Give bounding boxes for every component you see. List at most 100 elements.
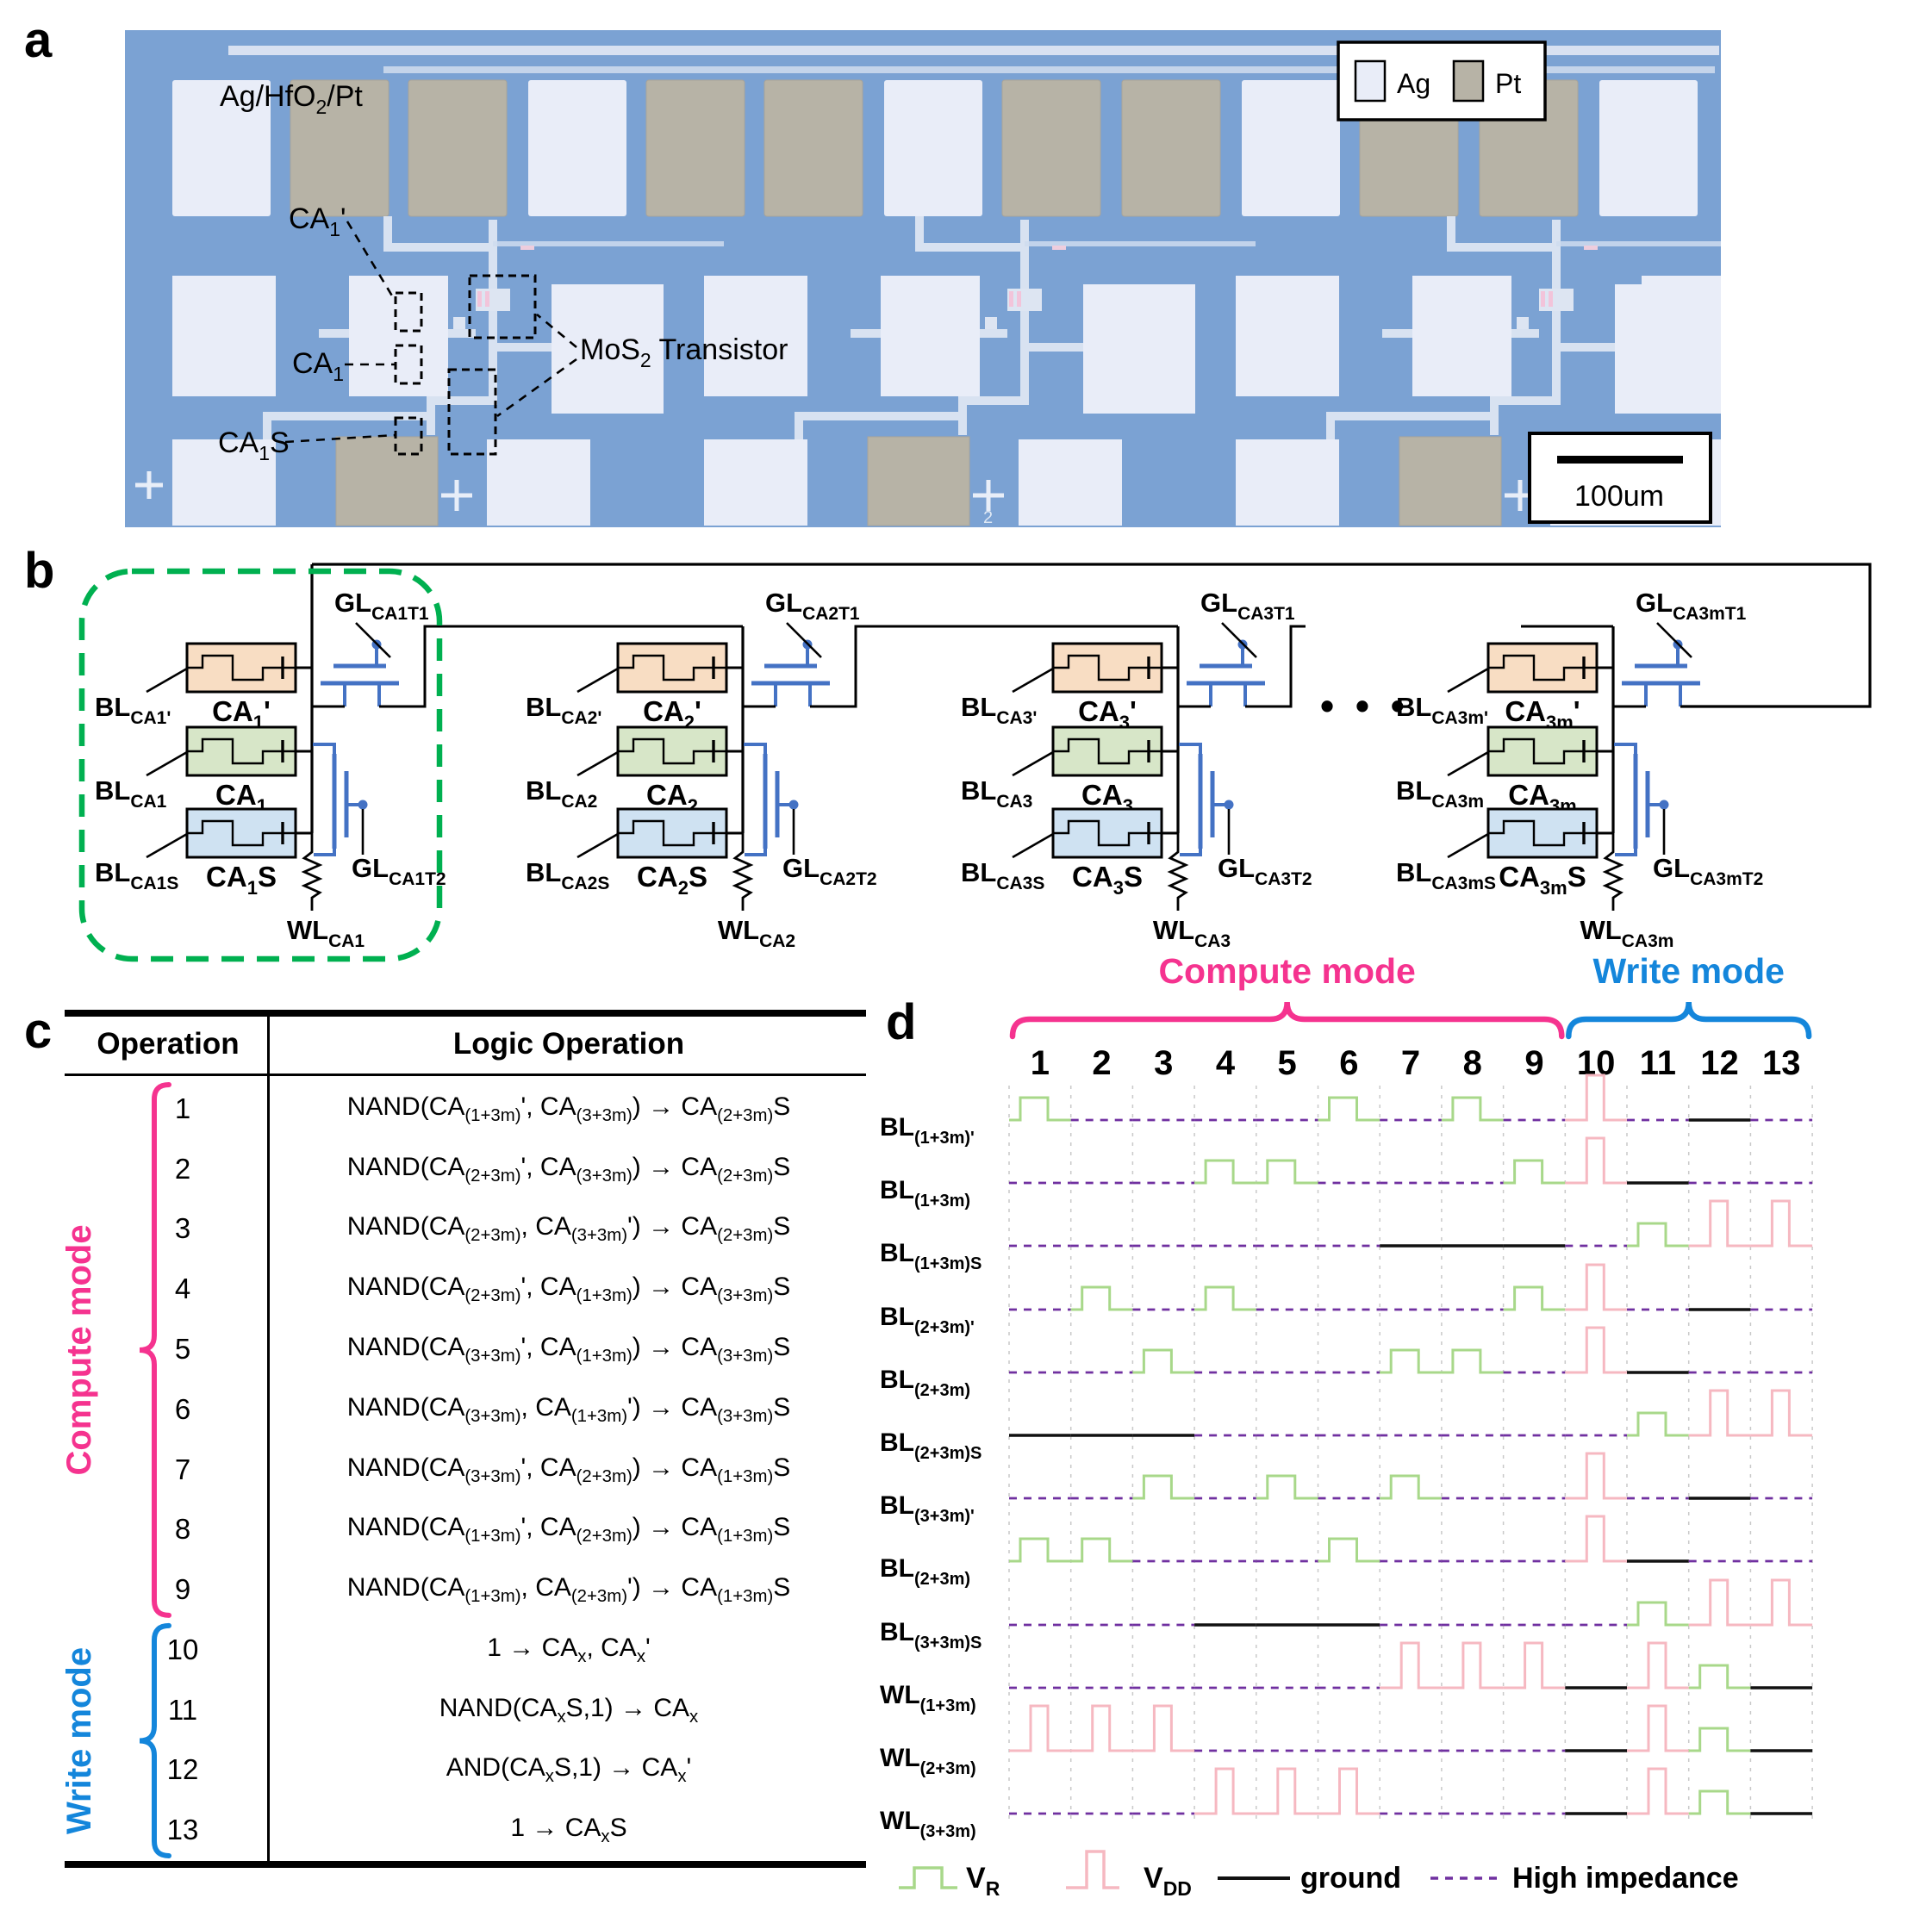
memristor-feature [485, 291, 489, 307]
gateline-t2-label: GLCA2T2 [782, 853, 877, 889]
ca1s-label: CA1S [218, 426, 290, 464]
metal-trace [228, 46, 1719, 55]
pt-pad [867, 436, 970, 526]
memristor-callout-box [394, 291, 423, 333]
memristor-device [1447, 725, 1613, 777]
signal-label: BL(3+3m)S [880, 1618, 982, 1652]
table-header-operation: Operation [97, 1027, 240, 1061]
gateline-t2-label: GLCA3mT2 [1653, 853, 1763, 889]
memristor-symbol [1053, 737, 1162, 765]
panel-label-d: d [886, 994, 917, 1050]
t1-source-drain-stubs [774, 683, 812, 706]
memristor-device [1447, 807, 1613, 859]
signal-label: BL(1+3m)S [880, 1239, 982, 1273]
bitline-label: BLCA3m' [1396, 692, 1488, 728]
t2-drain-wire [313, 743, 336, 756]
step-number-2: 2 [1092, 1044, 1111, 1082]
step-number-12: 12 [1700, 1044, 1739, 1082]
bitline-label: BLCA3' [961, 692, 1037, 728]
ag-pad [1242, 80, 1340, 216]
ag-pad [884, 80, 982, 216]
logic-operation-8: NAND(CA(1+3m)', CA(2+3m)) → CA(1+3m)S [346, 1513, 791, 1546]
memristor-device [1447, 642, 1613, 694]
waveform-legend: VR VDD ground High impedance [899, 1850, 1739, 1900]
op-number-2: 2 [174, 1152, 191, 1185]
op-number-1: 1 [174, 1092, 191, 1124]
gateline-t1-label: GLCA1T1 [334, 588, 429, 624]
ag-legend-swatch [1354, 59, 1387, 103]
ag-pad [172, 276, 276, 396]
metal-trace [383, 216, 493, 252]
transistor-callout-box [447, 368, 497, 456]
intercell-wire [379, 625, 743, 708]
ag-pad [172, 80, 271, 216]
callout-leader-line [284, 433, 396, 444]
t1-gate-pointer [1221, 622, 1257, 658]
logic-operation-1: NAND(CA(1+3m)', CA(3+3m)) → CA(2+3m)S [346, 1092, 791, 1125]
resistor [1602, 833, 1624, 911]
metal-trace [958, 220, 1029, 435]
memristor-device [1012, 642, 1178, 694]
logic-operation-10: 1 → CAx, CAx' [487, 1633, 651, 1666]
logic-operation-6: NAND(CA(3+3m), CA(1+3m)') → CA(3+3m)S [346, 1392, 791, 1426]
transistor-T2 [1179, 743, 1234, 856]
bitline-label: BLCA3 [961, 775, 1032, 812]
step-number-3: 3 [1154, 1044, 1173, 1082]
waveform-row-1: BL(1+3m)' [880, 1074, 1813, 1148]
op-number-6: 6 [174, 1392, 191, 1425]
resistor [1167, 833, 1189, 911]
t2-drain-wire [1179, 743, 1202, 756]
pt-pad [1399, 436, 1502, 526]
bitline-lead [1447, 667, 1489, 694]
memristor-symbol [618, 654, 726, 681]
memristor-feature [1549, 291, 1553, 307]
logic-operation-2: NAND(CA(2+3m)', CA(3+3m)) → CA(2+3m)S [346, 1152, 791, 1186]
gateline-t2-label: GLCA1T2 [352, 853, 446, 889]
step-number-8: 8 [1463, 1044, 1482, 1082]
mode-label: Compute mode [60, 1224, 98, 1475]
op-number-5: 5 [174, 1332, 191, 1365]
op-number-7: 7 [174, 1453, 191, 1485]
table-top-rule [65, 1010, 866, 1017]
signal-label: BL(1+3m)' [880, 1113, 975, 1148]
metal-trace [795, 412, 961, 439]
bitline-lead [146, 832, 188, 859]
step-number-7: 7 [1401, 1044, 1420, 1082]
transistor-feature [520, 246, 534, 250]
ag-pad [172, 439, 276, 526]
unit-cell-highlight [78, 568, 443, 962]
memristor-device [576, 725, 743, 777]
waveform-row-11: WL(2+3m) [880, 1704, 1813, 1778]
ag-pad [704, 276, 807, 396]
t1-gate-pointer [1656, 622, 1692, 658]
wordline-label: WLCA2 [718, 915, 795, 951]
signal-label: BL(1+3m) [880, 1176, 970, 1210]
op-number-8: 8 [174, 1513, 191, 1546]
callout-leader-line [496, 358, 577, 418]
op-number-10: 10 [166, 1633, 199, 1665]
bitline-lead [146, 667, 188, 694]
ag-pad [349, 276, 448, 396]
material-legend: Ag Pt [1337, 40, 1547, 121]
memristor-label: CA3S [1072, 861, 1143, 899]
op-number-12: 12 [166, 1753, 199, 1786]
t2-gate-dot [358, 800, 368, 810]
signal-label: WL(3+3m) [880, 1807, 976, 1841]
ag-pad [1236, 276, 1339, 396]
ag-pad [487, 439, 590, 526]
bitline-label: BLCA1S [95, 857, 178, 893]
micrograph-panel: 2 Ag/HfO2/Pt CA1' CA1 CA1S MoS2 Transistor Ag P… [125, 30, 1787, 527]
chip-micrograph: 2 Ag/HfO2/Pt CA1' CA1 CA1S MoS2 Transistor Ag P… [125, 30, 1787, 527]
gateline-t1-label: GLCA2T1 [765, 588, 860, 624]
pt-pad [408, 79, 508, 217]
signal-label: BL(2+3m) [880, 1554, 970, 1589]
t2-source-wire [745, 847, 767, 856]
memristor-feature [1017, 291, 1021, 307]
step-number-1: 1 [1031, 1044, 1050, 1082]
transistor-feature [1584, 246, 1598, 250]
ag-pad [704, 439, 807, 526]
circuit-panel: BLCA1' CA1' BLCA1 CA1 BLCA1S CA1S GLCA1T1 GLCA1… [17, 551, 1932, 974]
